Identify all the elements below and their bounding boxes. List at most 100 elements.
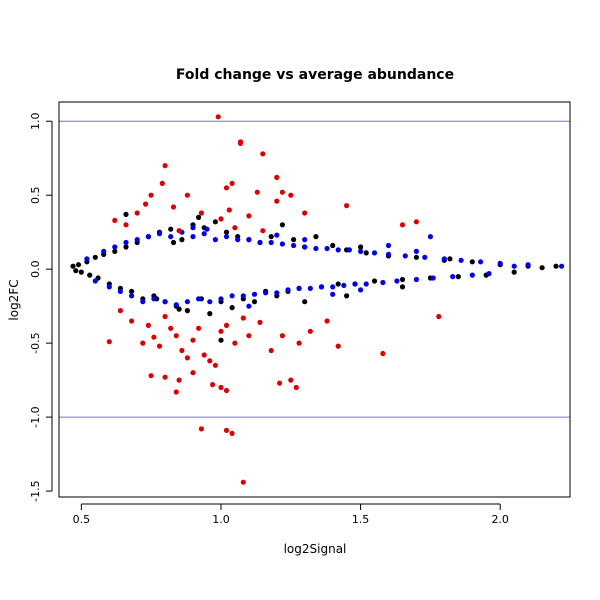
data-point [196, 296, 202, 302]
data-point [218, 384, 224, 391]
data-point [436, 313, 442, 320]
data-point [210, 382, 216, 388]
data-point [212, 237, 218, 243]
data-point [184, 355, 190, 361]
data-point [112, 248, 118, 254]
data-point [143, 201, 149, 207]
data-point [129, 293, 135, 299]
data-point [162, 313, 168, 320]
data-point [75, 262, 82, 268]
data-point [201, 231, 207, 237]
y-axis: -1.5 -1.0 -0.5 0.0 0.5 1.0 [29, 112, 53, 502]
data-point [237, 140, 244, 146]
data-point [112, 217, 118, 223]
data-point [288, 377, 294, 383]
data-point [148, 192, 154, 198]
data-point [207, 299, 213, 305]
x-axis: 0.5 1.0 1.5 2.0 [73, 503, 509, 526]
data-point [486, 271, 492, 277]
data-point [232, 225, 238, 231]
y-axis-label: log2FC [7, 279, 21, 320]
data-point [497, 260, 503, 266]
data-point [207, 358, 213, 364]
data-point [277, 380, 283, 386]
data-point [263, 290, 269, 296]
data-point [101, 248, 107, 254]
data-point [176, 306, 182, 312]
data-point [385, 251, 392, 257]
data-point [335, 281, 341, 287]
data-point [190, 225, 196, 231]
data-point [117, 288, 123, 294]
data-point [511, 263, 517, 269]
data-point [140, 340, 146, 346]
data-point [246, 213, 252, 219]
y-tick-label: -0.5 [29, 332, 42, 353]
data-point [179, 237, 185, 243]
data-point [223, 234, 230, 240]
data-point [246, 333, 252, 339]
y-tick-label: 1.0 [29, 112, 42, 130]
data-point [344, 293, 350, 299]
data-point [358, 248, 364, 254]
y-tick-label: -1.5 [29, 480, 42, 501]
data-point [358, 244, 364, 250]
data-point [413, 219, 419, 225]
data-point [478, 259, 484, 265]
data-point [223, 229, 230, 235]
data-point [226, 207, 232, 213]
data-point [223, 427, 230, 433]
x-tick-label: 1.5 [352, 513, 370, 526]
data-point [288, 192, 294, 198]
data-point [313, 245, 319, 252]
data-point [198, 210, 204, 216]
data-point [190, 337, 196, 343]
data-point [134, 237, 140, 243]
data-point [229, 430, 235, 436]
data-point [246, 237, 252, 243]
data-point [151, 334, 157, 340]
data-point [302, 244, 308, 250]
data-point [123, 244, 129, 250]
data-point [371, 278, 378, 284]
data-point [413, 248, 419, 254]
data-point [168, 226, 174, 232]
reference-lines [59, 120, 570, 418]
data-point [257, 319, 263, 325]
data-point [539, 265, 545, 271]
data-point [274, 232, 280, 238]
data-point [296, 285, 302, 291]
data-point [112, 244, 118, 250]
data-point [394, 278, 400, 284]
data-point [179, 347, 185, 354]
data-point [170, 239, 177, 246]
data-point [380, 350, 386, 357]
data-point [430, 275, 436, 281]
data-point [371, 250, 378, 256]
data-point [212, 219, 218, 225]
data-point [232, 340, 238, 346]
x-tick-label: 1.0 [212, 513, 230, 526]
data-point [168, 234, 174, 240]
data-point [190, 370, 196, 376]
data-point [235, 237, 241, 243]
data-point [173, 389, 179, 395]
data-point [268, 347, 274, 354]
data-point [170, 204, 177, 210]
data-point [422, 254, 428, 260]
data-point [123, 211, 129, 217]
data-point [162, 299, 168, 305]
data-point [458, 257, 464, 263]
data-point [184, 192, 190, 198]
data-point [279, 241, 285, 247]
data-point [92, 254, 98, 260]
data-point [173, 333, 179, 339]
data-point [455, 274, 461, 280]
data-point [363, 281, 369, 287]
data-point [352, 281, 358, 287]
data-point [240, 315, 246, 321]
data-point [302, 237, 308, 243]
data-point [176, 377, 182, 383]
x-tick-label: 2.0 [491, 513, 509, 526]
data-point [450, 274, 456, 280]
